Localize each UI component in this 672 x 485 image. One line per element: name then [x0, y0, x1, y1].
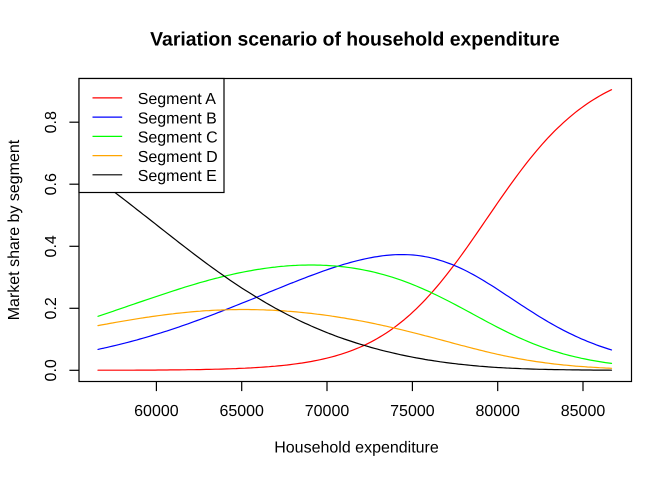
svg-text:85000: 85000 [561, 403, 606, 420]
svg-text:0.0: 0.0 [43, 359, 60, 381]
svg-text:Segment B: Segment B [138, 110, 217, 127]
svg-text:60000: 60000 [134, 403, 179, 420]
svg-text:Household expenditure: Household expenditure [274, 439, 439, 456]
svg-text:Segment D: Segment D [138, 149, 218, 166]
svg-text:Segment A: Segment A [138, 91, 217, 108]
svg-text:80000: 80000 [475, 403, 520, 420]
svg-text:Market share by segment: Market share by segment [6, 139, 23, 320]
svg-text:65000: 65000 [219, 403, 264, 420]
svg-text:75000: 75000 [390, 403, 435, 420]
svg-text:0.4: 0.4 [43, 235, 60, 257]
svg-text:0.6: 0.6 [43, 173, 60, 195]
svg-text:Segment C: Segment C [138, 130, 218, 147]
svg-text:0.2: 0.2 [43, 297, 60, 319]
svg-text:Segment E: Segment E [138, 168, 217, 185]
svg-text:70000: 70000 [305, 403, 350, 420]
svg-text:0.8: 0.8 [43, 111, 60, 133]
svg-text:Variation scenario of househol: Variation scenario of household expendit… [150, 29, 560, 51]
